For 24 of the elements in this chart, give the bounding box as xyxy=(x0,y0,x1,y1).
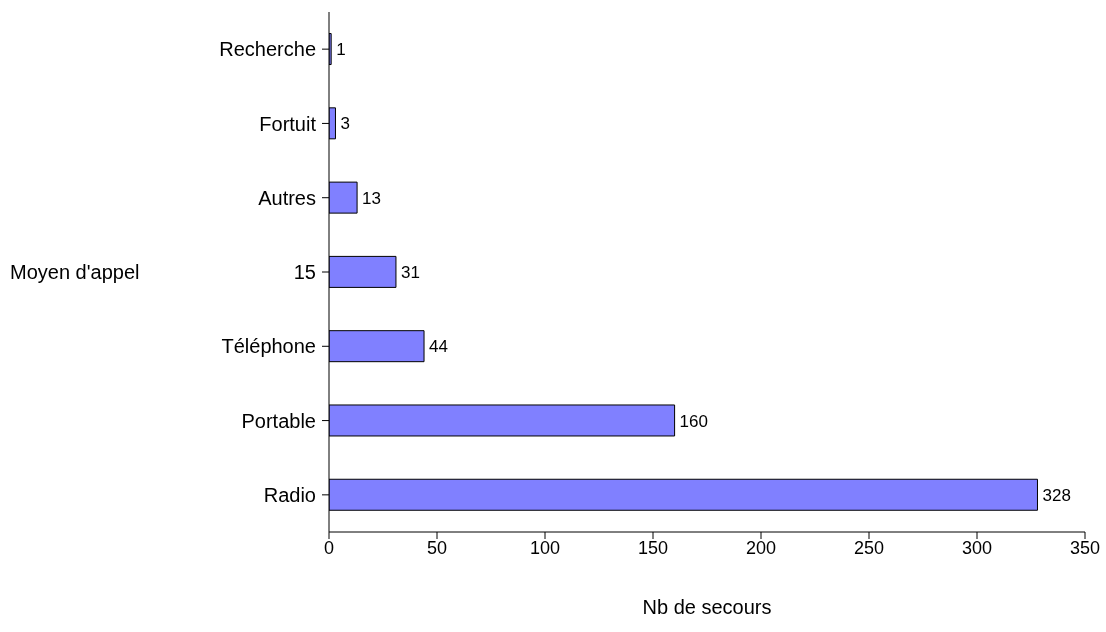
x-tick-label: 100 xyxy=(529,537,561,558)
y-tick-label: Autres xyxy=(258,186,316,209)
y-tick-label: 15 xyxy=(293,261,316,284)
data-label: 328 xyxy=(1042,485,1071,505)
y-tick-label: Portable xyxy=(241,409,316,432)
y-tick-label: Fortuit xyxy=(259,112,317,135)
data-label: 13 xyxy=(362,188,381,208)
y-tick-label: Recherche xyxy=(219,38,316,61)
y-tick-label: Téléphone xyxy=(221,335,316,358)
data-label: 1 xyxy=(336,40,346,60)
y-tick-label: Radio xyxy=(263,483,316,506)
data-label: 31 xyxy=(400,262,420,282)
x-tick-label: 0 xyxy=(323,537,335,558)
x-tick-label: 300 xyxy=(961,537,993,558)
data-label: 3 xyxy=(340,114,350,134)
y-axis-title: Moyen d'appel xyxy=(10,261,140,284)
x-tick-label: 250 xyxy=(853,537,885,558)
x-tick-label: 350 xyxy=(1069,537,1101,558)
x-tick-label: 50 xyxy=(426,537,448,558)
data-label: 44 xyxy=(429,337,448,357)
x-axis-title: Nb de secours xyxy=(642,596,772,618)
data-label: 160 xyxy=(679,411,708,431)
x-tick-label: 200 xyxy=(745,537,777,558)
x-tick-label: 150 xyxy=(637,537,669,558)
